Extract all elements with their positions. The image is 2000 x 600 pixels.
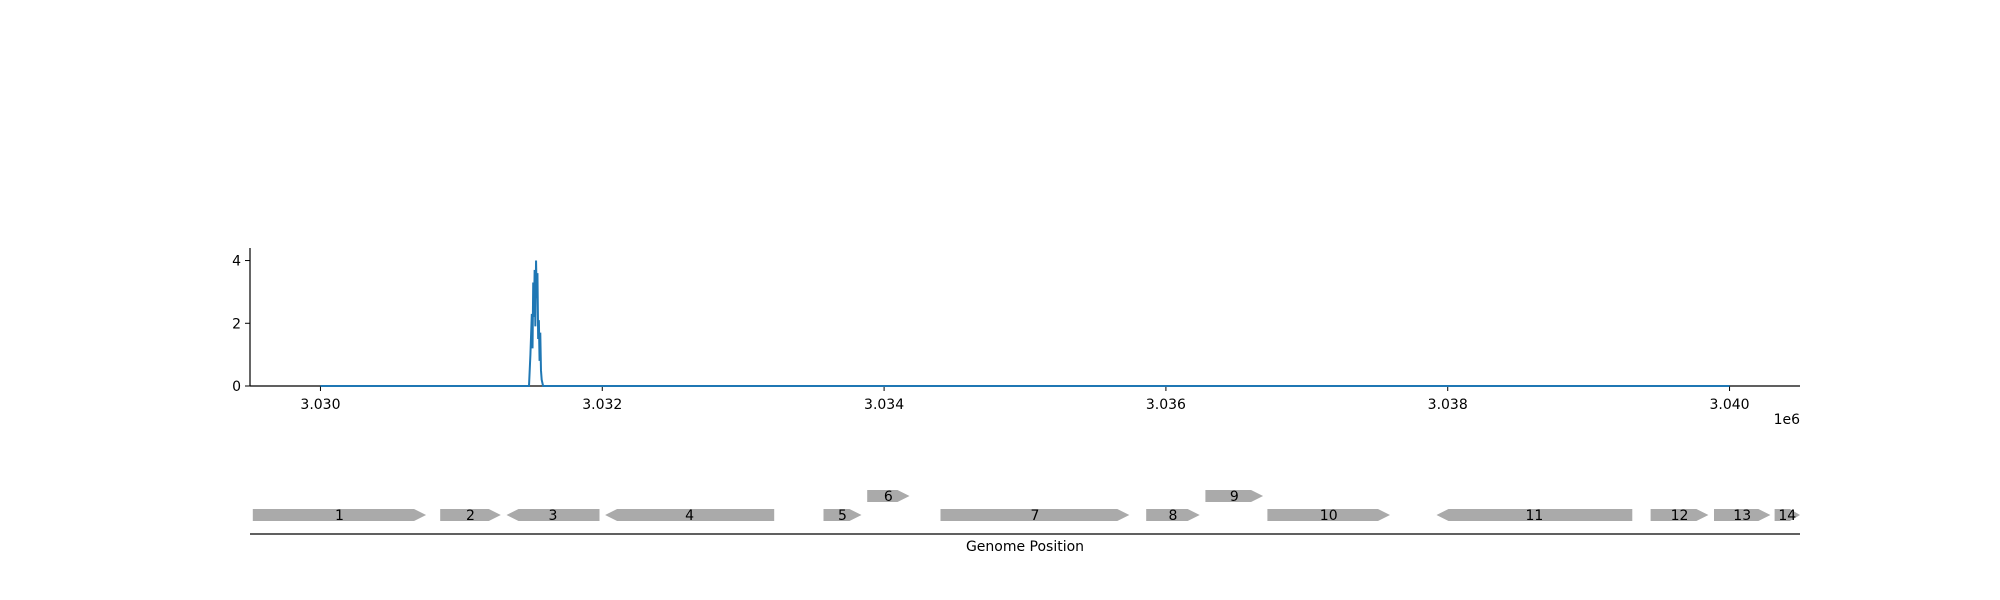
gene-arrow-4 bbox=[605, 509, 775, 521]
gene-label: 8 bbox=[1169, 508, 1178, 524]
gene-arrow-8 bbox=[1146, 509, 1200, 521]
gene-arrow-7 bbox=[940, 509, 1130, 521]
y-tick-label: 4 bbox=[232, 254, 241, 270]
x-ticks: 3.030 3.032 3.034 3.036 3.038 3.040 bbox=[300, 386, 1750, 413]
gene-arrow-9 bbox=[1205, 490, 1264, 502]
x-tick-label: 3.038 bbox=[1428, 397, 1468, 413]
gene-label: 11 bbox=[1525, 508, 1543, 524]
x-tick-label: 3.036 bbox=[1146, 397, 1186, 413]
coverage-plot: 0 2 4 3.030 3.032 3.034 3.036 3.038 3.040 1e6 bbox=[232, 248, 1800, 428]
gene-label: 3 bbox=[549, 508, 558, 524]
gene-label: 4 bbox=[685, 508, 694, 524]
x-tick-label: 3.034 bbox=[864, 397, 904, 413]
gene-arrow-12 bbox=[1650, 509, 1709, 521]
gene-label: 2 bbox=[466, 508, 475, 524]
gene-label: 6 bbox=[884, 489, 893, 505]
y-ticks: 0 2 4 bbox=[232, 254, 250, 395]
gene-arrow-6 bbox=[867, 490, 910, 502]
x-offset-label: 1e6 bbox=[1774, 412, 1801, 428]
gene-label: 9 bbox=[1230, 489, 1239, 505]
gene-label: 14 bbox=[1778, 508, 1796, 524]
gene-arrow-2 bbox=[440, 509, 501, 521]
gene-arrow-11 bbox=[1436, 509, 1633, 521]
x-tick-label: 3.030 bbox=[300, 397, 340, 413]
gene-arrow-10 bbox=[1267, 509, 1390, 521]
x-axis-label: Genome Position bbox=[966, 539, 1084, 555]
x-tick-label: 3.032 bbox=[582, 397, 622, 413]
gene-arrow-3 bbox=[506, 509, 600, 521]
gene-label: 1 bbox=[335, 508, 344, 524]
gene-arrow-13 bbox=[1714, 509, 1771, 521]
y-tick-label: 2 bbox=[232, 316, 241, 332]
coverage-series-line bbox=[320, 260, 1730, 387]
x-tick-label: 3.040 bbox=[1709, 397, 1749, 413]
gene-arrow-5 bbox=[823, 509, 862, 521]
gene-label: 12 bbox=[1671, 508, 1689, 524]
gene-label: 13 bbox=[1733, 508, 1751, 524]
gene-label: 7 bbox=[1030, 508, 1039, 524]
gene-arrow-1 bbox=[252, 509, 427, 521]
y-tick-label: 0 bbox=[232, 379, 241, 395]
gene-arrow-14 bbox=[1774, 509, 1800, 521]
gene-label: 5 bbox=[838, 508, 847, 524]
gene-label: 10 bbox=[1320, 508, 1338, 524]
